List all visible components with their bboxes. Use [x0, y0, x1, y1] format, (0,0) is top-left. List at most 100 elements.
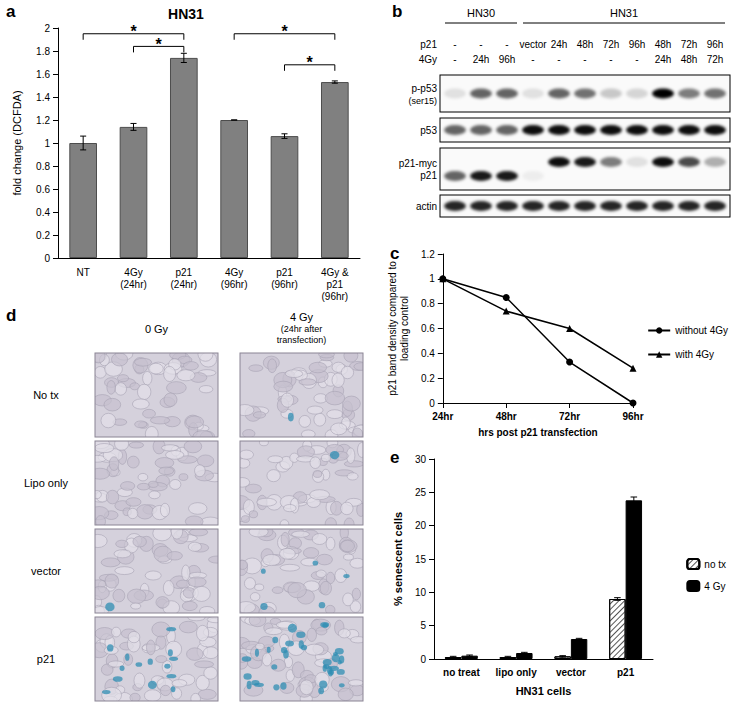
svg-text:(ser15): (ser15): [408, 96, 437, 106]
svg-text:vector: vector: [556, 667, 586, 678]
svg-text:-: -: [479, 39, 482, 50]
svg-text:Lipo only: Lipo only: [24, 477, 69, 489]
svg-text:96h: 96h: [499, 54, 516, 65]
svg-text:p53: p53: [420, 125, 437, 136]
svg-text:vector: vector: [31, 565, 61, 577]
svg-text:HN31: HN31: [610, 7, 638, 19]
svg-text:48h: 48h: [681, 54, 698, 65]
svg-text:1.4: 1.4: [36, 92, 50, 103]
svg-text:(24hr): (24hr): [170, 279, 197, 290]
svg-text:4 Gy: 4 Gy: [290, 311, 314, 323]
svg-text:(96hr): (96hr): [321, 291, 348, 302]
svg-text:0: 0: [420, 654, 426, 665]
svg-text:48hr: 48hr: [496, 411, 517, 422]
svg-text:HN31: HN31: [168, 6, 204, 22]
svg-text:0.6: 0.6: [36, 184, 50, 195]
svg-text:48h: 48h: [577, 39, 594, 50]
svg-text:4Gy: 4Gy: [124, 267, 142, 278]
svg-text:24h: 24h: [551, 39, 568, 50]
svg-text:1.2: 1.2: [421, 249, 435, 260]
svg-text:-: -: [635, 54, 638, 65]
svg-text:no tx: no tx: [704, 559, 726, 570]
svg-text:-: -: [453, 39, 456, 50]
svg-text:0 Gy: 0 Gy: [145, 323, 169, 335]
svg-text:*: *: [307, 54, 314, 71]
svg-text:(24hr after: (24hr after: [281, 324, 323, 334]
svg-text:96h: 96h: [629, 39, 646, 50]
svg-text:0: 0: [44, 253, 50, 264]
svg-text:lipo only: lipo only: [496, 667, 538, 678]
svg-text:48h: 48h: [655, 39, 672, 50]
svg-text:NT: NT: [76, 267, 89, 278]
svg-text:without 4Gy: without 4Gy: [674, 325, 728, 336]
svg-text:72h: 72h: [681, 39, 698, 50]
svg-text:loading control: loading control: [399, 296, 410, 361]
svg-text:*: *: [281, 23, 288, 40]
svg-text:0: 0: [429, 398, 435, 409]
svg-text:-: -: [453, 54, 456, 65]
svg-text:with 4Gy: with 4Gy: [674, 349, 714, 360]
svg-text:72hr: 72hr: [559, 411, 580, 422]
svg-text:4 Gy: 4 Gy: [704, 581, 725, 592]
svg-text:0.8: 0.8: [36, 161, 50, 172]
svg-text:25: 25: [415, 487, 427, 498]
svg-text:-: -: [583, 54, 586, 65]
svg-text:0.2: 0.2: [36, 230, 50, 241]
svg-text:0.2: 0.2: [421, 373, 435, 384]
svg-text:No tx: No tx: [33, 389, 59, 401]
svg-text:(96hr): (96hr): [271, 279, 298, 290]
svg-text:no treat: no treat: [443, 667, 480, 678]
svg-text:30: 30: [415, 454, 427, 465]
svg-text:p21: p21: [617, 667, 635, 678]
svg-text:4Gy &: 4Gy &: [321, 267, 349, 278]
svg-text:-: -: [557, 54, 560, 65]
svg-text:vector: vector: [519, 39, 547, 50]
svg-text:p-p53: p-p53: [411, 83, 437, 94]
svg-text:p21-myc: p21-myc: [399, 158, 437, 169]
svg-text:p21: p21: [326, 279, 343, 290]
svg-text:5: 5: [420, 620, 426, 631]
svg-text:24hr: 24hr: [432, 411, 453, 422]
svg-text:0.8: 0.8: [421, 298, 435, 309]
svg-text:72h: 72h: [707, 54, 724, 65]
svg-text:1: 1: [429, 273, 435, 284]
svg-text:*: *: [156, 36, 163, 53]
svg-text:HN31 cells: HN31 cells: [516, 685, 572, 697]
svg-text:hrs post p21 transfection: hrs post p21 transfection: [478, 427, 597, 438]
svg-text:p21: p21: [420, 170, 437, 181]
svg-text:HN30: HN30: [467, 7, 495, 19]
svg-text:1: 1: [44, 138, 50, 149]
svg-text:10: 10: [415, 587, 427, 598]
svg-text:actin: actin: [416, 201, 437, 212]
svg-text:p21: p21: [420, 39, 437, 50]
svg-text:(24hr): (24hr): [120, 279, 147, 290]
svg-text:(96hr): (96hr): [221, 279, 248, 290]
svg-text:0.4: 0.4: [421, 348, 435, 359]
svg-text:4Gy: 4Gy: [225, 267, 243, 278]
svg-text:72h: 72h: [603, 39, 620, 50]
svg-text:p21: p21: [175, 267, 192, 278]
svg-text:1.8: 1.8: [36, 46, 50, 57]
svg-text:15: 15: [415, 554, 427, 565]
svg-text:-: -: [531, 54, 534, 65]
svg-text:24h: 24h: [655, 54, 672, 65]
svg-text:1.6: 1.6: [36, 69, 50, 80]
svg-text:96hr: 96hr: [622, 411, 643, 422]
svg-text:4Gy: 4Gy: [419, 54, 437, 65]
svg-text:*: *: [130, 23, 137, 40]
svg-text:p21: p21: [276, 267, 293, 278]
svg-text:24h: 24h: [473, 54, 490, 65]
svg-text:0.6: 0.6: [421, 323, 435, 334]
svg-text:-: -: [609, 54, 612, 65]
svg-text:transfection): transfection): [277, 335, 327, 345]
svg-text:2: 2: [44, 23, 50, 34]
svg-text:1.2: 1.2: [36, 115, 50, 126]
svg-text:20: 20: [415, 520, 427, 531]
svg-text:fold change (DCFDA): fold change (DCFDA): [11, 90, 23, 195]
svg-text:96h: 96h: [707, 39, 724, 50]
svg-text:% senescent cells: % senescent cells: [392, 512, 404, 606]
svg-text:p21: p21: [37, 653, 55, 665]
svg-text:-: -: [505, 39, 508, 50]
svg-text:p21 band density compared to: p21 band density compared to: [387, 261, 398, 396]
svg-text:0.4: 0.4: [36, 207, 50, 218]
